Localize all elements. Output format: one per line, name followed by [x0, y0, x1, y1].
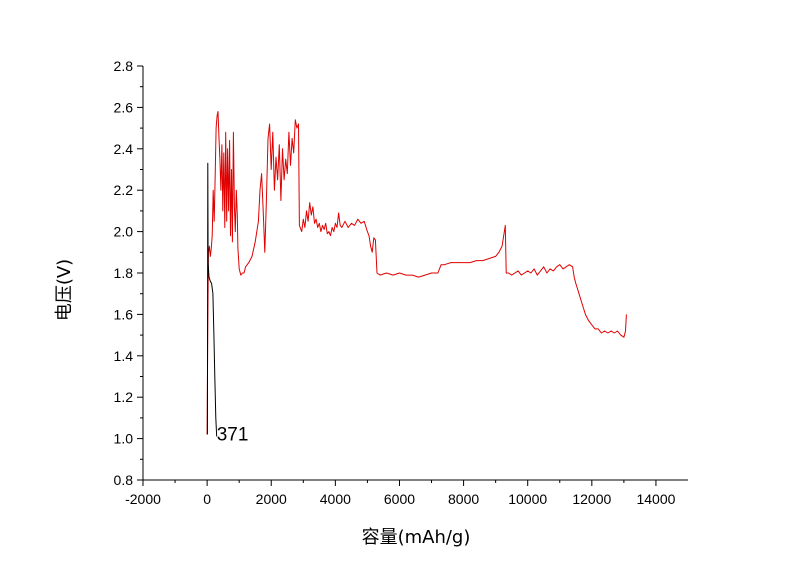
x-tick-label: -2000 [125, 491, 161, 507]
series-line-2 [206, 162, 218, 437]
x-axis-title: 容量(mAh/g) [362, 527, 471, 548]
x-tick-label: 6000 [384, 491, 415, 507]
x-tick-label: 14000 [636, 491, 675, 507]
annotations: 371 [217, 424, 249, 445]
y-tick-label: 1.4 [114, 348, 134, 364]
annotation-label: 371 [217, 424, 249, 445]
y-tick-label: 2.4 [114, 141, 134, 157]
y-axis-title: 电压(V) [54, 259, 75, 321]
y-tick-label: 2.8 [114, 58, 134, 74]
y-tick-label: 1.2 [114, 389, 134, 405]
y-tick-label: 0.8 [114, 472, 134, 488]
axes [142, 66, 688, 481]
y-tick-label: 2.0 [114, 224, 134, 240]
y-tick-label: 1.6 [114, 306, 134, 322]
x-tick-label: 2000 [256, 491, 287, 507]
x-tick-label: 8000 [448, 491, 479, 507]
y-tick-label: 1.0 [114, 431, 134, 447]
x-tick-label: 0 [203, 491, 211, 507]
y-tick-label: 2.6 [114, 99, 134, 115]
y-tick-label: 2.2 [114, 182, 134, 198]
x-tick-label: 4000 [320, 491, 351, 507]
y-tick-label: 1.8 [114, 265, 134, 281]
tick-labels: -2000 0 2000 4000 6000 8000 10000 12000 14000 0.8… [114, 58, 676, 507]
series-layer [206, 111, 627, 437]
tick-marks [137, 65, 657, 486]
x-tick-label: 12000 [572, 491, 611, 507]
series-line-1 [206, 111, 627, 435]
x-tick-label: 10000 [508, 491, 547, 507]
